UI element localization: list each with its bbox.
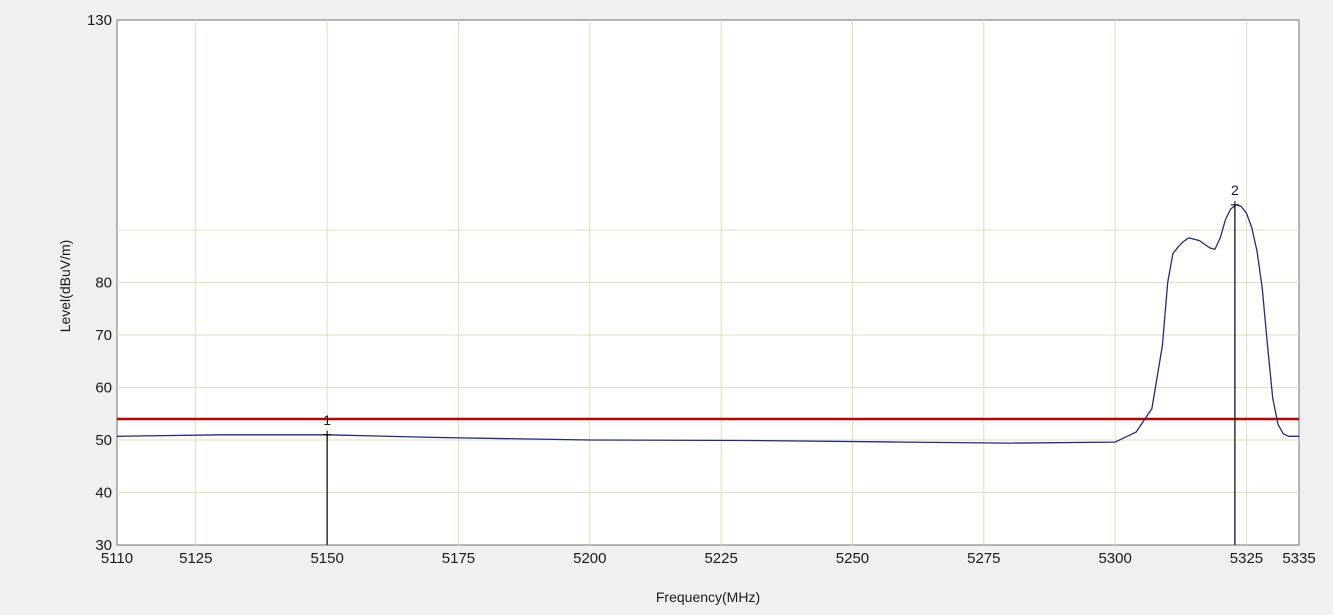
x-tick-label: 5325 <box>1230 550 1263 567</box>
series-line <box>116 204 1299 444</box>
y-tick-label: 130 <box>87 12 112 29</box>
x-tick-label: 5175 <box>442 550 475 567</box>
x-tick-label: 5110 <box>101 550 133 567</box>
marker-label: 2 <box>1231 182 1239 198</box>
grid <box>117 20 1299 545</box>
y-tick-label: 70 <box>95 327 112 344</box>
marker-label: 1 <box>323 412 331 428</box>
x-tick-label: 5275 <box>967 550 1000 567</box>
x-tick-label: 5300 <box>1098 550 1131 567</box>
x-tick-label: 5250 <box>836 550 869 567</box>
y-axis-title: Level(dBuV/m) <box>57 240 73 333</box>
x-tick-label: 5150 <box>310 550 343 567</box>
x-axis-title: Frequency(MHz) <box>656 589 760 605</box>
y-tick-label: 40 <box>95 485 112 502</box>
y-tick-label: 30 <box>95 537 112 554</box>
x-tick-label: 5125 <box>179 550 212 567</box>
x-tick-label: 5335 <box>1282 550 1315 567</box>
y-tick-label: 50 <box>95 432 112 449</box>
x-tick-label: 5200 <box>573 550 606 567</box>
marker-layer: 12 <box>323 182 1239 545</box>
x-tick-label: 5225 <box>704 550 737 567</box>
x-tick-labels: 5110 5125 5150 5175 5200 5225 5250 5275 5300 5325… <box>101 550 1316 567</box>
y-tick-label: 60 <box>95 380 112 397</box>
y-tick-label: 80 <box>95 275 112 292</box>
y-tick-labels: 30 40 50 60 70 80 130 <box>87 12 112 554</box>
series-layer <box>116 204 1299 444</box>
